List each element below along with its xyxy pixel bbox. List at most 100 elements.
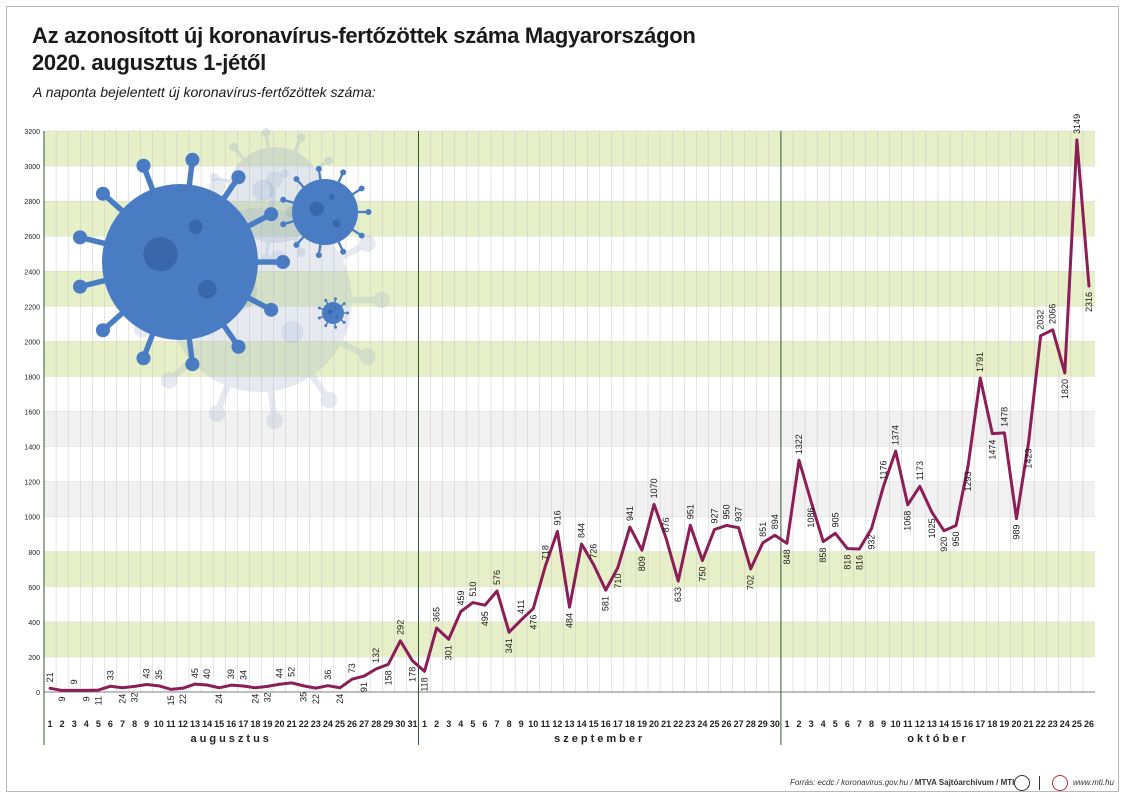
virus-spike-head — [320, 391, 338, 409]
chart-subtitle: A naponta bejelentett új koronavírus-fer… — [33, 84, 376, 100]
y-tick-label: 3000 — [24, 164, 40, 171]
data-point — [930, 511, 934, 514]
data-label: 750 — [697, 567, 707, 582]
data-point — [701, 559, 704, 562]
virus-spike-head — [208, 405, 226, 422]
series-daily-cases — [48, 138, 1091, 692]
data-point — [616, 566, 620, 569]
data-point — [809, 500, 813, 503]
x-tick-label: 1 — [784, 719, 789, 729]
x-tick-label: 23 — [1048, 719, 1058, 729]
band — [44, 341, 1095, 377]
data-point — [145, 683, 148, 686]
x-tick-label: 29 — [758, 719, 768, 729]
data-point — [773, 534, 777, 537]
x-tick-label: 4 — [84, 719, 89, 729]
virus-spike-head — [136, 351, 151, 366]
virus-spike — [213, 376, 234, 415]
data-label: 844 — [577, 523, 587, 538]
virus-crater — [280, 169, 289, 178]
data-label: 341 — [504, 638, 514, 653]
x-tick-label: 24 — [323, 719, 333, 729]
data-label: 1068 — [903, 511, 913, 531]
data-label: 15 — [166, 695, 176, 705]
virus-spike-head — [264, 207, 279, 222]
data-label: 510 — [468, 582, 478, 597]
x-tick-label: 4 — [821, 719, 826, 729]
virus-spike-head — [280, 196, 287, 203]
virus-spike-head — [275, 254, 290, 270]
data-label: 36 — [323, 670, 333, 680]
data-label: 459 — [456, 591, 466, 606]
virus-crater — [281, 321, 304, 344]
data-point — [471, 601, 475, 604]
data-point — [918, 485, 922, 488]
data-point — [761, 541, 764, 545]
data-point — [314, 686, 318, 690]
y-tick-label: 0 — [36, 690, 40, 697]
data-point — [290, 681, 293, 685]
data-point — [205, 683, 209, 687]
y-tick-label: 2000 — [24, 339, 40, 346]
y-tick-label: 2400 — [24, 269, 40, 276]
month-labels: augusztus szeptember október — [191, 733, 966, 745]
virus-spike-head — [231, 339, 246, 354]
x-tick-label: 26 — [722, 719, 732, 729]
virus-spike-head — [358, 185, 365, 192]
data-point — [689, 524, 692, 527]
data-point — [447, 638, 450, 641]
data-point — [821, 540, 825, 543]
x-tick-label: 7 — [857, 719, 862, 729]
x-tick-label: 8 — [869, 719, 874, 729]
data-point — [411, 659, 414, 662]
data-point — [387, 663, 390, 666]
data-label: 132 — [371, 648, 381, 663]
x-tick-label: 30 — [395, 719, 405, 729]
data-label: 950 — [951, 531, 961, 546]
data-label: 39 — [226, 669, 236, 679]
data-label: 1173 — [915, 461, 925, 480]
x-tick-label: 29 — [383, 719, 393, 729]
data-point — [254, 686, 257, 689]
data-label: 858 — [818, 548, 828, 563]
data-point — [870, 527, 873, 530]
data-point — [1027, 441, 1030, 444]
data-point — [979, 376, 982, 380]
virus-spike — [331, 335, 370, 360]
data-label: 22 — [178, 694, 188, 704]
month-label: szeptember — [554, 733, 645, 745]
x-tick-label: 2 — [60, 719, 65, 729]
x-tick-label: 25 — [1072, 719, 1082, 729]
data-point — [302, 684, 305, 688]
virus-spike-head — [95, 323, 110, 338]
mtva-logo-icon — [1014, 775, 1030, 791]
data-label: 726 — [589, 544, 599, 559]
x-tick-label: 20 — [649, 719, 659, 729]
virus-spike-head — [324, 298, 328, 302]
virus-spike — [331, 240, 370, 265]
data-point — [725, 524, 728, 527]
virus-crater — [327, 309, 333, 315]
virus-spike-head — [264, 302, 279, 317]
band — [44, 131, 1095, 167]
x-tick-label: 9 — [881, 719, 886, 729]
data-label: 301 — [444, 645, 454, 660]
virus-spike — [264, 132, 271, 153]
data-label: 809 — [637, 556, 647, 571]
data-label: 932 — [867, 535, 877, 550]
x-tick-label: 19 — [262, 719, 272, 729]
data-point — [338, 686, 342, 689]
x-tick-label: 1 — [422, 719, 427, 729]
data-point — [278, 683, 281, 686]
data-point — [1063, 371, 1066, 375]
data-point — [362, 674, 366, 678]
data-label: 2316 — [1084, 292, 1094, 312]
x-tick-label: 6 — [108, 719, 113, 729]
y-tick-label: 2600 — [24, 234, 40, 241]
virus-crater — [309, 201, 325, 216]
data-point — [991, 432, 994, 435]
data-point — [942, 529, 946, 532]
data-label: 40 — [202, 669, 212, 679]
data-label: 11 — [93, 696, 103, 705]
data-point — [1051, 328, 1054, 332]
